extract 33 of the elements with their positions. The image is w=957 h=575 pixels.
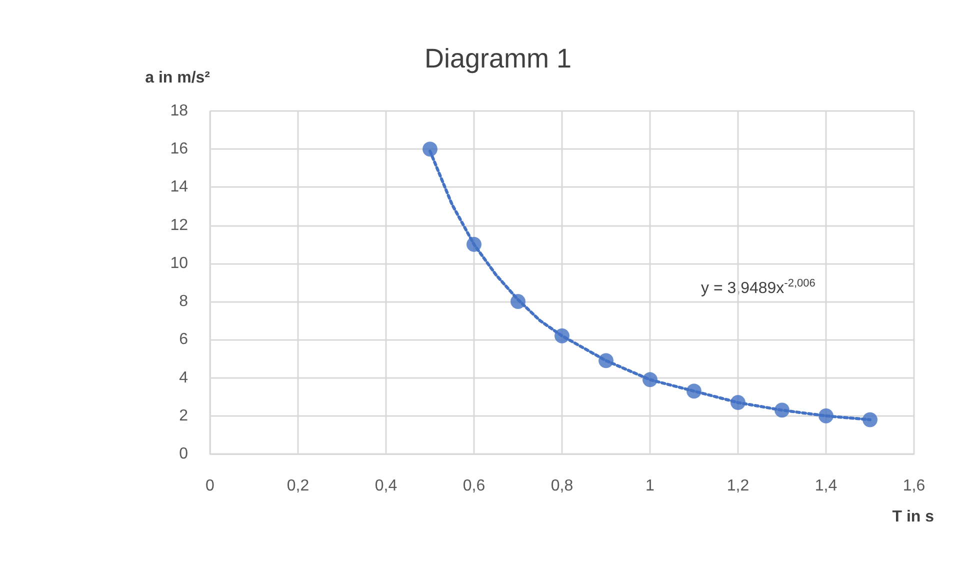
- y-tick-label: 4: [179, 369, 188, 386]
- y-tick-label: 2: [179, 407, 188, 424]
- x-tick-label: 1,2: [726, 478, 750, 494]
- point: [642, 372, 658, 388]
- point: [554, 328, 570, 344]
- y-tick-label: 12: [170, 216, 188, 234]
- x-tick-label: 0,4: [374, 478, 398, 494]
- point: [686, 384, 702, 399]
- point: [774, 402, 790, 418]
- y-tick-label: 0: [179, 446, 188, 462]
- y-axis-title: a in m/s²: [145, 70, 210, 86]
- point: [598, 353, 614, 368]
- chart-title: Diagramm 1: [424, 44, 572, 74]
- point: [510, 294, 526, 310]
- point: [466, 236, 482, 252]
- y-tick-label: 10: [170, 254, 188, 272]
- x-tick-label: 0,6: [462, 478, 486, 494]
- x-tick-label: 0,8: [550, 478, 574, 494]
- y-tick-label: 18: [170, 102, 188, 120]
- x-tick-label: 0,2: [286, 478, 310, 494]
- point: [862, 412, 878, 428]
- y-tick-label: 14: [170, 178, 188, 196]
- x-tick-label: 1: [646, 478, 655, 494]
- x-axis-title: T in s: [892, 508, 934, 526]
- x-tick-label: 1,6: [902, 478, 926, 494]
- point: [818, 408, 834, 424]
- point: [422, 142, 438, 157]
- y-tick-label: 6: [179, 331, 188, 348]
- y-tick-label: 8: [179, 293, 188, 310]
- point: [730, 395, 746, 410]
- y-tick-label: 16: [170, 140, 188, 158]
- x-tick-label: 0: [206, 478, 215, 494]
- x-tick-label: 1,4: [814, 478, 838, 494]
